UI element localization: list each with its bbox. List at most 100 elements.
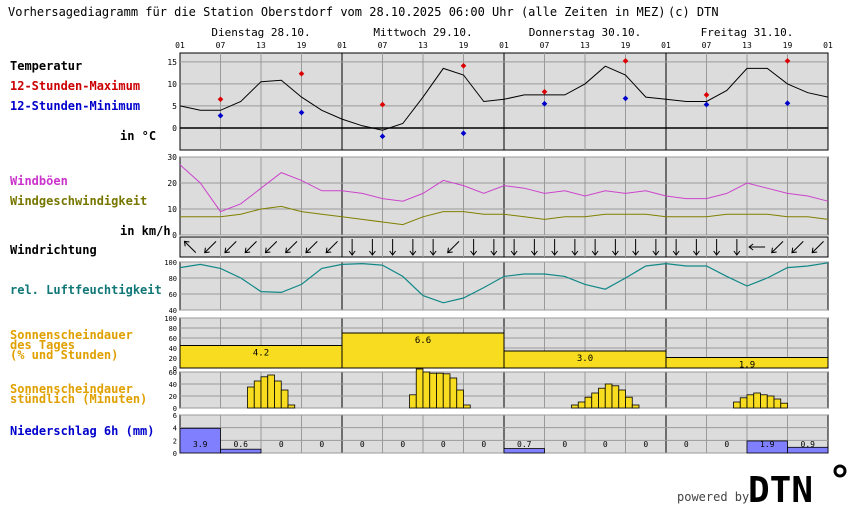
precip-label: 0 [360, 440, 365, 449]
sun-hourly-bar [409, 394, 417, 409]
sun-hourly-bar [253, 380, 262, 409]
y-tick-label: 10 [167, 205, 177, 214]
wind-arrow [183, 240, 197, 254]
sun-hourly-bar [422, 371, 431, 409]
y-tick-label: 6 [173, 412, 177, 420]
label-gusts: Windböen [10, 174, 68, 188]
day-label: Dienstag 28.10. [211, 26, 310, 39]
wind-arrow-head [713, 250, 721, 256]
wind-arrow-head [409, 250, 417, 256]
precip-label: 0 [319, 440, 324, 449]
sun-hourly-bar [584, 396, 593, 409]
wind-arrow [447, 240, 460, 254]
panel-sun_daily: 0 20 40 60 80 100 4.2 6.6 3.0 1.9 [164, 315, 829, 373]
wind-arrow-head [368, 250, 376, 256]
wind-arrow-head [244, 247, 251, 254]
wind-arrow-shaft [224, 240, 237, 254]
y-tick-label: 0 [173, 405, 177, 413]
wind-arrow-head [791, 247, 797, 254]
y-tick-label: 30 [167, 153, 177, 162]
wind-arrow-head [224, 247, 230, 254]
wind-arrow [733, 239, 741, 256]
wind-arrow-head [692, 250, 700, 256]
min-marker [298, 109, 305, 116]
precip-label: 0 [684, 440, 689, 449]
day-label: Donnerstag 30.10. [529, 26, 642, 39]
y-tick-label: 10 [167, 80, 177, 89]
min-marker [460, 130, 467, 137]
min-marker [622, 95, 629, 102]
label-temp-unit: in °C [120, 129, 156, 143]
wind-arrow [692, 239, 700, 256]
y-tick-label: 4 [173, 425, 177, 433]
min-marker [784, 100, 791, 107]
wind-arrow-head [632, 250, 640, 256]
wind-arrow-head [748, 243, 754, 251]
sun-hourly-bar [739, 397, 748, 409]
y-tick-label: 0 [173, 450, 177, 458]
precip-label: 0.7 [517, 440, 532, 449]
dtn-logo: DTN [748, 464, 847, 511]
sun-hourly-bar [287, 404, 296, 409]
wind-arrow-head [771, 247, 777, 254]
y-tick-label: 0 [172, 231, 177, 240]
wind-arrow [490, 239, 498, 256]
wind-arrow-head [551, 250, 559, 256]
hour-tick-label: 01 [499, 41, 509, 50]
hour-tick-label: 07 [702, 41, 712, 50]
precip-bar [787, 446, 829, 454]
sun-hourly-bar [631, 404, 640, 409]
wind-arrow [771, 240, 784, 254]
precip-label: 0.9 [801, 440, 816, 449]
day-label: Freitag 31.10. [701, 26, 794, 39]
wind-arrow [244, 240, 257, 254]
label-min: 12-Stunden-Minimum [10, 99, 140, 113]
sun-hourly-bar [611, 385, 620, 409]
precip-label: 0 [400, 440, 405, 449]
wind-arrow-head [530, 250, 538, 256]
wind-arrow [652, 239, 660, 256]
y-tick-label: 5 [172, 102, 177, 111]
wind-arrow-head [285, 247, 291, 254]
sun-daily-bar [665, 357, 829, 369]
wind-arrow-shaft [305, 240, 318, 254]
hour-tick-label: 13 [418, 41, 428, 50]
hour-tick-label: 13 [580, 41, 590, 50]
wind-arrow-shaft [771, 240, 784, 254]
max-marker [622, 58, 629, 64]
sun-hourly-bar [625, 396, 633, 409]
label-wind-unit: in km/h [120, 224, 171, 238]
sun-hourly-bar [247, 386, 255, 409]
sun-hourly-bar [442, 373, 451, 409]
wind-arrow-shaft [204, 240, 217, 254]
precip-bar [503, 448, 545, 454]
page-title: Vorhersagediagramm für die Station Obers… [8, 5, 665, 19]
min-marker [379, 133, 386, 140]
dtn-logo-dot [833, 464, 847, 478]
wind-arrow-head [571, 250, 579, 256]
y-tick-label: 15 [167, 58, 177, 67]
sun-daily-label: 4.2 [253, 349, 269, 359]
y-tick-label: 20 [169, 393, 177, 401]
sun-hourly-bar [260, 376, 269, 409]
humidity-line [179, 262, 829, 304]
panel-winddir [179, 236, 829, 258]
temperature-line [179, 65, 829, 131]
y-tick-label: 100 [164, 315, 177, 323]
precip-bar [179, 427, 221, 454]
sun-hourly-bar [618, 389, 626, 409]
sun-hourly-bar [463, 404, 471, 409]
y-tick-label: 40 [169, 307, 177, 315]
precip-label: 0 [441, 440, 446, 449]
wind-arrow-head [611, 250, 619, 256]
wind-arrow [551, 239, 559, 256]
label-sun-hourly-2: stündlich (Minuten) [10, 392, 147, 406]
wind-arrow [409, 239, 417, 256]
y-tick-label: 60 [169, 291, 177, 299]
y-tick-label: 20 [167, 179, 177, 188]
wind-arrow [285, 240, 298, 254]
sun-hourly-bar [429, 372, 437, 409]
windspeed-line [180, 205, 829, 226]
sun-hourly-bar [571, 404, 579, 409]
